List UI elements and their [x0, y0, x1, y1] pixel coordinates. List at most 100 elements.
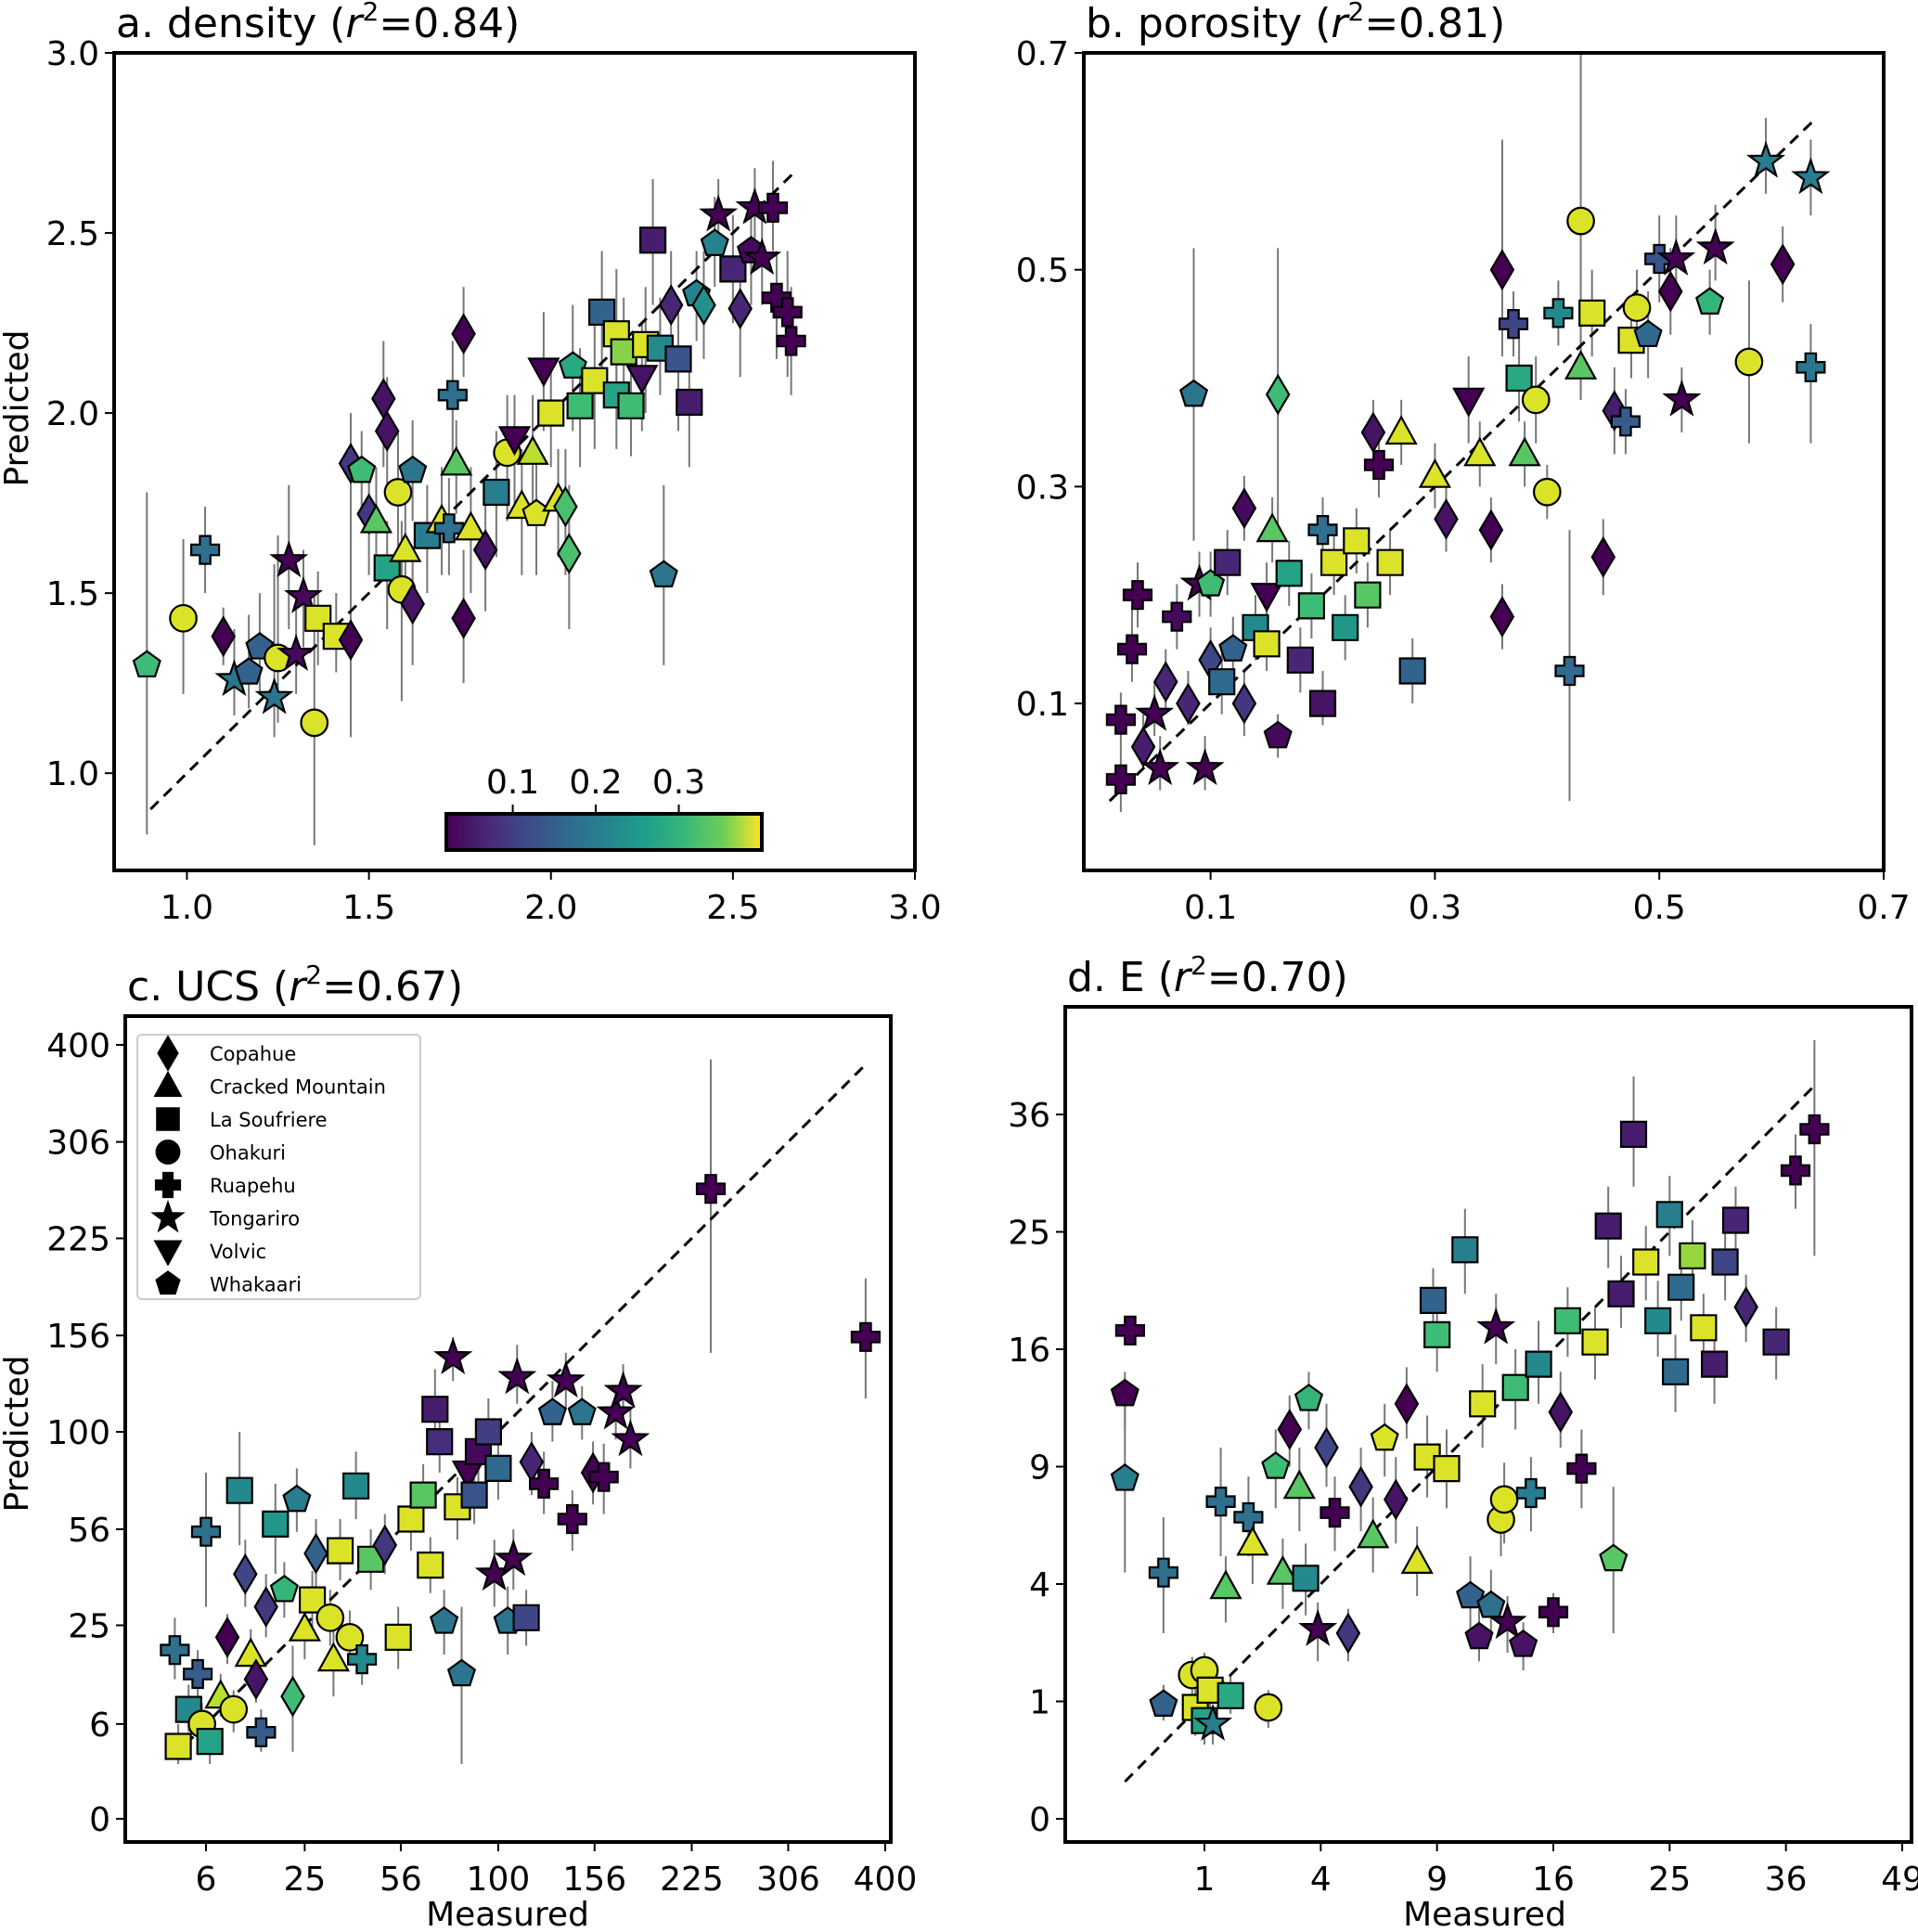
data-point-triangle-up: [454, 510, 488, 541]
markers: [132, 187, 806, 738]
data-point-square: [512, 1604, 540, 1631]
data-point-square: [1667, 1273, 1695, 1301]
data-point-triangle-up: [1418, 457, 1452, 488]
legend-plus-icon: [154, 1171, 182, 1199]
data-point-diamond: [280, 1675, 305, 1718]
data-point-pentagon: [1110, 1463, 1139, 1491]
data-point-diamond: [1489, 249, 1515, 291]
panel-title: a. density (r2=0.84): [116, 0, 520, 47]
data-point-diamond: [371, 378, 396, 420]
data-point-pentagon: [1509, 1629, 1538, 1657]
y-tick-label: 25: [1008, 1215, 1050, 1253]
data-point-triangle-up: [1282, 1469, 1316, 1500]
data-point-triangle-up: [1266, 1554, 1300, 1585]
data-point-plus: [1205, 1487, 1236, 1517]
data-point-diamond: [1231, 682, 1257, 725]
legend-pentagon-icon: [155, 1270, 181, 1295]
data-point-square: [1423, 1320, 1451, 1349]
data-point-triangle-up: [389, 532, 422, 562]
legend-label: Ruapehu: [210, 1175, 296, 1197]
legend-circle-icon: [155, 1140, 181, 1165]
x-tick-label: 0.3: [1409, 889, 1461, 927]
data-point-star: [497, 1357, 537, 1395]
data-point-plus: [1498, 309, 1529, 340]
data-point-pentagon: [1178, 379, 1209, 407]
data-point-pentagon: [649, 560, 678, 588]
x-axis: 1 4 9 16 25 36 49: [1194, 1842, 1918, 1899]
data-point-square: [1721, 1206, 1750, 1234]
data-point-star: [546, 1360, 586, 1398]
x-tick-label: 25: [283, 1861, 326, 1899]
data-point-pentagon: [1695, 287, 1725, 315]
panel-title: b. porosity (r2=0.81): [1086, 0, 1505, 47]
legend-item: Whakaari: [155, 1270, 302, 1296]
data-point-square: [617, 392, 645, 419]
legend-label: Ohakuri: [210, 1142, 286, 1165]
data-point-square: [664, 345, 692, 373]
legend-label: Copahue: [210, 1043, 296, 1065]
data-point-plus: [528, 1468, 560, 1500]
data-point-pentagon: [537, 1397, 567, 1425]
x-tick-label: 36: [1765, 1861, 1808, 1899]
one-to-one-line: [1124, 1084, 1816, 1784]
data-point-square: [474, 1418, 503, 1446]
data-point-square: [1711, 1248, 1739, 1276]
data-point-square: [1594, 1212, 1622, 1240]
legend-item: La Soufriere: [156, 1107, 328, 1131]
data-point-plus: [1566, 1453, 1597, 1484]
data-point-diamond: [400, 583, 425, 625]
y-tick-label: 25: [68, 1608, 110, 1646]
data-point-pentagon: [269, 1574, 299, 1603]
data-point-diamond: [253, 1586, 278, 1629]
data-point-square: [1433, 1454, 1461, 1483]
legend-label: Cracked Mountain: [210, 1076, 386, 1099]
axes-frame: [123, 1014, 893, 1844]
data-point-plus: [1319, 1497, 1350, 1528]
axes-frame: [1063, 1005, 1913, 1844]
data-point-circle: [1489, 1485, 1519, 1514]
y-axis-label: Predicted: [0, 330, 36, 487]
data-point-star: [1656, 238, 1696, 276]
y-tick-label: 36: [1008, 1097, 1050, 1135]
y-tick-label: 0.5: [1016, 252, 1069, 290]
data-point-square: [1275, 560, 1303, 587]
data-point-diamond: [1348, 1465, 1373, 1508]
y-tick-label: 1: [1029, 1684, 1050, 1722]
x-tick-label: 56: [380, 1861, 422, 1899]
plot-area: [1105, 53, 1831, 812]
data-point-square: [638, 226, 667, 254]
x-axis-label: Measured: [1403, 1896, 1566, 1932]
y-tick-label: 56: [68, 1512, 110, 1550]
y-tick-label: 1.0: [46, 755, 99, 793]
data-point-square: [1216, 1681, 1244, 1709]
data-point-diamond: [557, 533, 582, 574]
data-point-plus: [1162, 601, 1192, 632]
data-point-square: [397, 1505, 425, 1533]
legend-label: Tongariro: [209, 1208, 300, 1230]
data-point-square: [460, 1481, 488, 1509]
data-point-pentagon: [1370, 1423, 1399, 1451]
data-point-pentagon: [234, 657, 264, 685]
data-point-plus: [1543, 298, 1574, 328]
y-tick-label: 306: [46, 1125, 110, 1163]
data-point-square: [719, 255, 747, 283]
data-point-square: [1354, 581, 1382, 609]
panel-title: d. E (r2=0.70): [1067, 950, 1348, 1001]
y-axis: 1.0 1.5 2.0 2.5 3.0: [46, 35, 114, 793]
data-point-circle: [300, 708, 329, 738]
x-tick-label: 1: [1194, 1861, 1216, 1899]
data-point-pentagon: [1263, 720, 1293, 749]
data-point-pentagon: [567, 1397, 597, 1425]
data-point-star: [433, 1337, 473, 1374]
data-point-plus: [776, 326, 806, 356]
y-axis: 0 1 4 9 16 25 36: [1008, 1097, 1065, 1839]
legend-square-icon: [156, 1107, 180, 1131]
data-point-diamond: [1176, 682, 1201, 725]
data-point-square: [417, 1551, 444, 1579]
legend: Copahue Cracked Mountain La Soufriere Ohaku…: [136, 1034, 421, 1300]
data-point-square: [1308, 689, 1337, 717]
legend-triangle-down-icon: [153, 1240, 183, 1267]
data-point-diamond: [658, 284, 684, 327]
data-point-plus: [1307, 514, 1338, 546]
error-bars: [1119, 53, 1812, 812]
